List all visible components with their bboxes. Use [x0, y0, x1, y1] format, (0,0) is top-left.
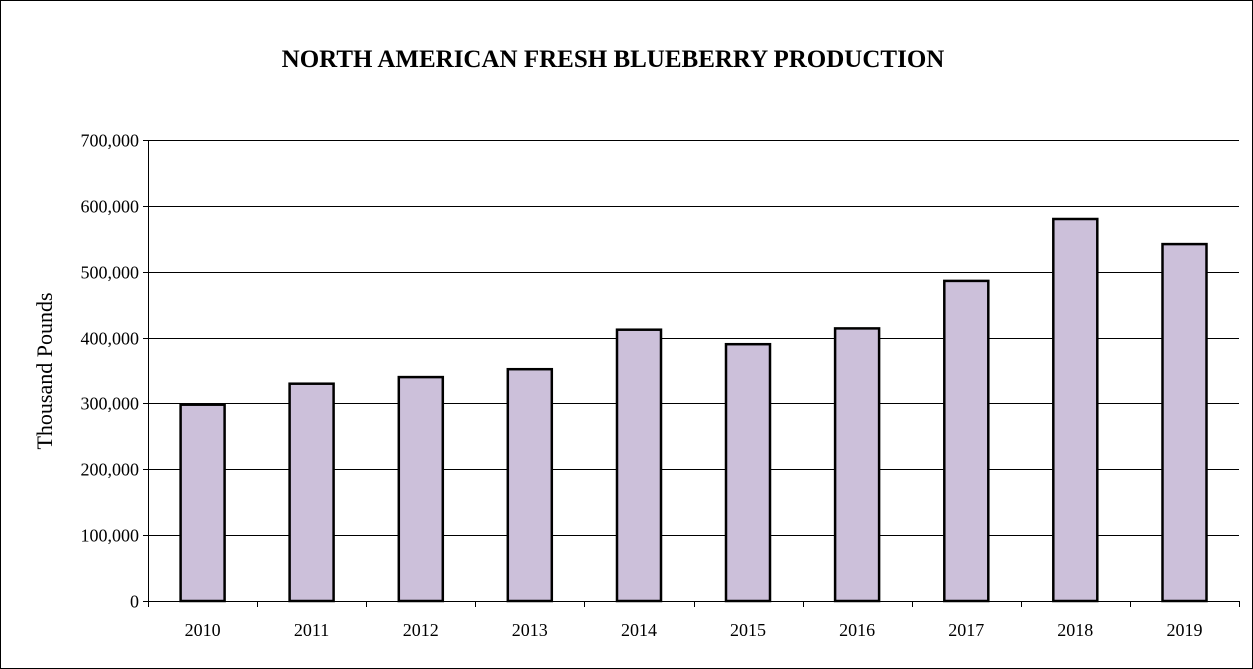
x-tick-label: 2015 — [730, 620, 766, 640]
bar-2018 — [1053, 219, 1097, 601]
y-tick-label: 700,000 — [81, 131, 140, 151]
bar-2016 — [835, 328, 879, 601]
bar-2012 — [399, 377, 443, 601]
bar-2011 — [290, 384, 334, 601]
bar-2015 — [726, 344, 770, 601]
x-tick-label: 2013 — [512, 620, 548, 640]
bar-2019 — [1163, 244, 1207, 601]
y-tick-label: 100,000 — [81, 526, 140, 546]
y-tick-label: 400,000 — [81, 329, 140, 349]
bar-2014 — [617, 330, 661, 601]
x-tick-label: 2011 — [294, 620, 329, 640]
x-tick-label: 2014 — [621, 620, 657, 640]
y-tick-label: 0 — [130, 592, 139, 612]
x-tick-label: 2016 — [839, 620, 875, 640]
x-tick-label: 2017 — [948, 620, 984, 640]
y-tick-label: 300,000 — [81, 394, 140, 414]
bar-2010 — [181, 405, 225, 601]
y-tick-label: 200,000 — [81, 460, 140, 480]
bar-2013 — [508, 369, 552, 601]
y-tick-labels: 0 100,000 200,000 300,000 400,000 500,000 600,… — [81, 131, 140, 612]
x-tick-labels: 2010 2011 2012 2013 2014 2015 2016 2017 2018 2019 — [185, 620, 1203, 640]
x-tick-label: 2018 — [1057, 620, 1093, 640]
x-tick-label: 2012 — [403, 620, 439, 640]
chart-title: NORTH AMERICAN FRESH BLUEBERRY PRODUCTIO… — [282, 46, 945, 73]
y-axis-label: Thousand Pounds — [32, 292, 57, 449]
bars — [181, 219, 1207, 601]
y-tick-label: 600,000 — [81, 197, 140, 217]
y-tick-label: 500,000 — [81, 263, 140, 283]
bar-2017 — [944, 281, 988, 601]
x-tick-label: 2010 — [185, 620, 221, 640]
x-tick-label: 2019 — [1167, 620, 1203, 640]
